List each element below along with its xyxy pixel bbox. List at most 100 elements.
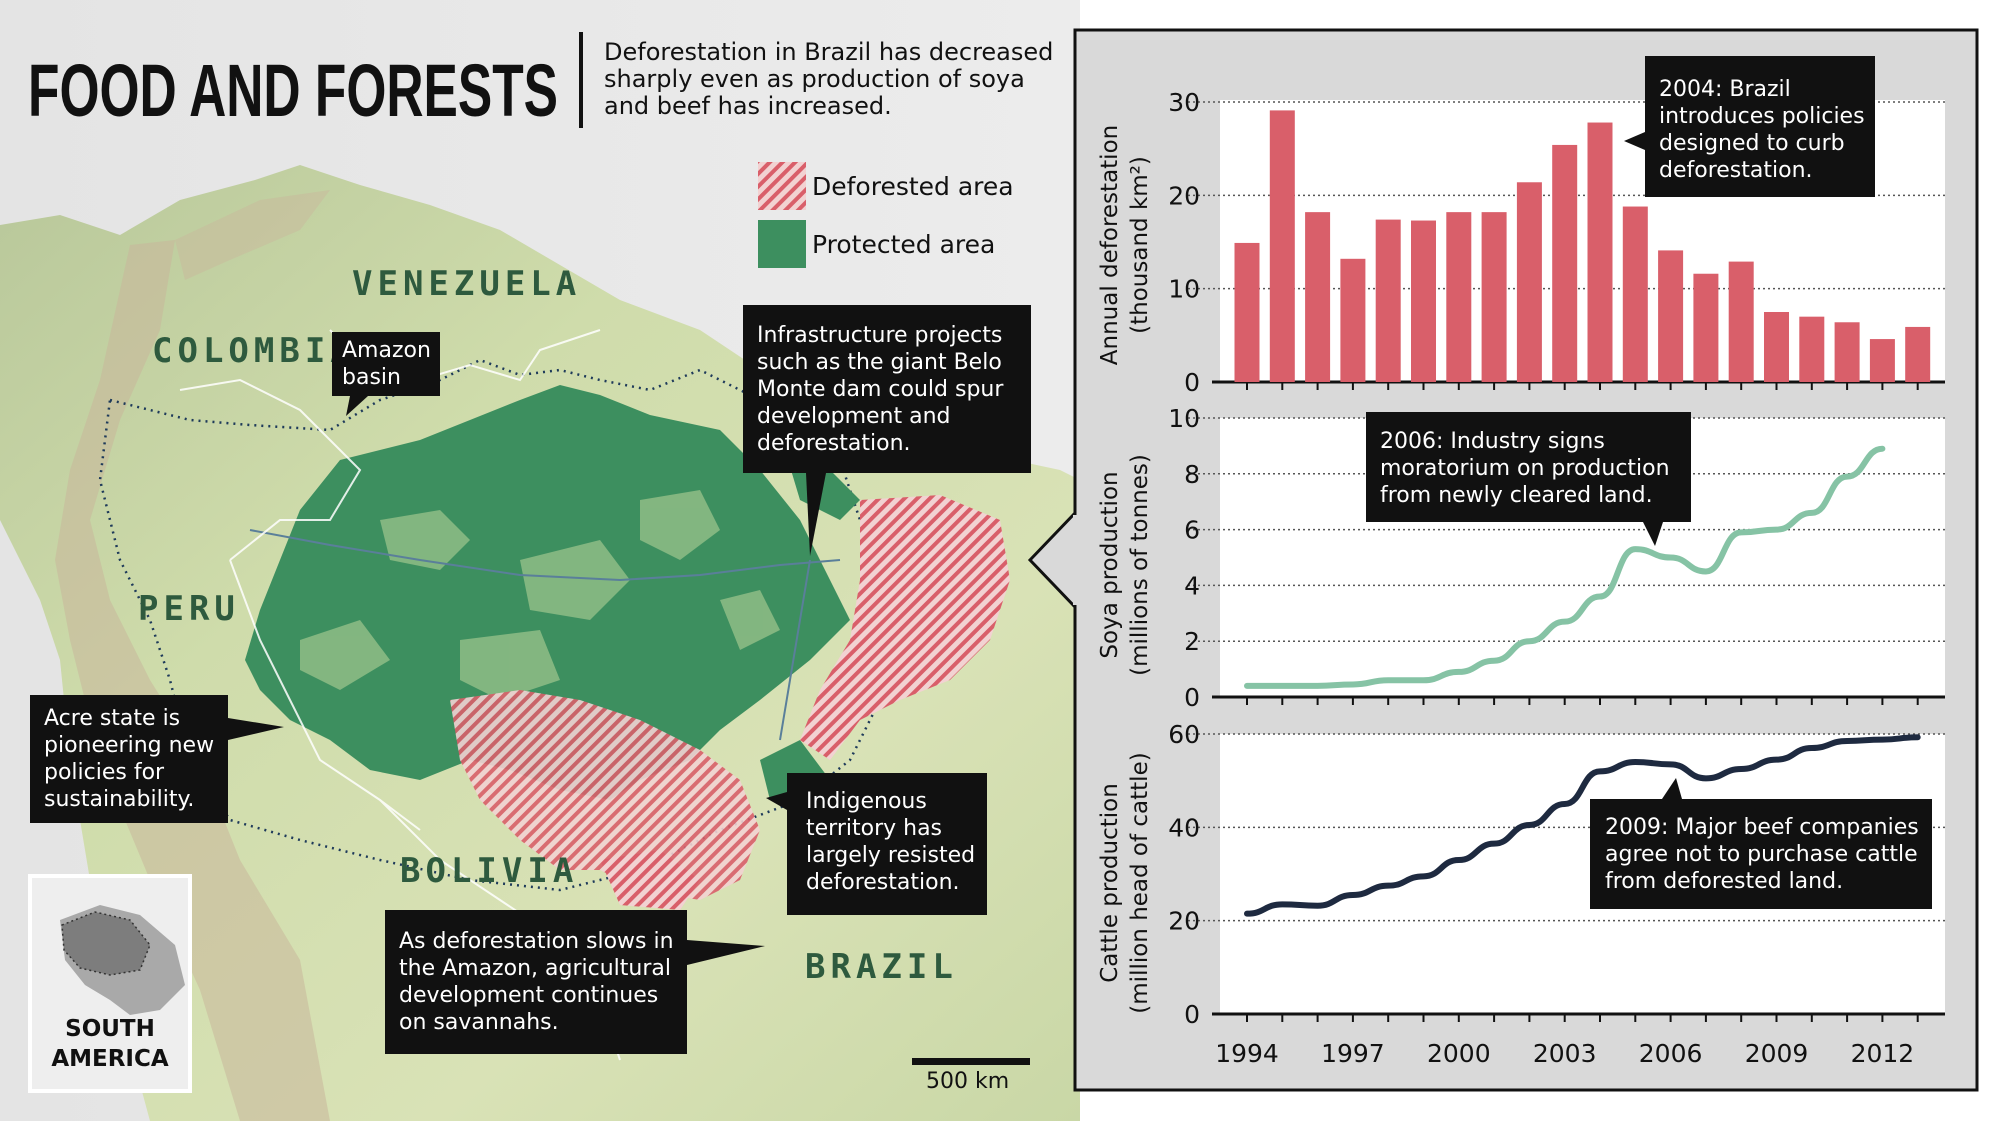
deforested-areas [450,495,1010,910]
chart-soya: 0 2 4 6 8 10 [1168,404,1945,712]
y-tick-label: 2 [1184,627,1200,656]
bar-1997 [1340,258,1366,382]
soya-series-line [1244,445,1886,689]
y-axis-title-cattle-line2: (million head of cattle) [1127,752,1153,1013]
y-tick-label: 20 [1168,907,1200,936]
callout-line: on savannahs. [399,1010,559,1035]
callout-line: development continues [399,983,658,1008]
river [249,529,841,582]
annotation-line: 2006: Industry signs [1380,429,1605,454]
annotation-line: agree not to purchase cattle [1605,842,1918,867]
y-tick-label: 4 [1184,571,1200,600]
x-tick-label: 2003 [1533,1039,1597,1068]
andes-relief [55,240,330,1121]
inset-amazon-region [61,911,151,976]
callout-line: deforestation. [806,870,960,895]
annotation-2004: 2004: Brazil introduces policies designe… [1624,56,1875,197]
non-protected-forest [300,490,780,700]
bar-2011 [1834,322,1860,382]
country-label-bolivia: BOLIVIA [400,851,578,891]
callout-savannahs: As deforestation slows in the Amazon, ag… [385,910,765,1054]
annotation-line: deforestation. [1659,158,1813,183]
inset-label: AMERICA [51,1046,169,1072]
y-tick-label: 6 [1184,516,1200,545]
bar-2002 [1516,182,1542,382]
bar-1998 [1375,219,1401,382]
y-tick-label: 0 [1184,683,1200,712]
annotation-2006: 2006: Industry signs moratorium on produ… [1366,412,1691,546]
y-axis-title-deforestation-line1: Annual deforestation [1097,125,1123,365]
y-axis-title-cattle-line1: Cattle production [1097,783,1123,983]
callout-line: territory has [806,816,942,841]
y-axis-title-soya-line1: Soya production [1097,471,1123,658]
bar-2009 [1764,312,1789,382]
annotation-line: from deforested land. [1605,869,1843,894]
bar-2001 [1481,212,1507,382]
callout-line: the Amazon, agricultural [399,956,671,981]
callout-line: Monte dam could spur [757,377,1004,402]
annotation-line: moratorium on production [1380,456,1670,481]
x-tick-label: 1994 [1215,1039,1279,1068]
callout-amazon-basin: Amazon basin [332,332,440,416]
y-tick-label: 20 [1168,181,1200,210]
inset-label: SOUTH [65,1016,155,1042]
bar-2000 [1446,212,1472,382]
callout-line: Acre state is [44,706,180,731]
callout-line: largely resisted [806,843,975,868]
bar-2008 [1728,261,1754,382]
bar-1999 [1411,220,1436,382]
y-tick-label: 10 [1168,404,1200,433]
x-tick-label: 2012 [1851,1039,1915,1068]
subtitle: Deforestation in Brazil has decreased sh… [604,38,1053,120]
x-tick-label: 1997 [1321,1039,1385,1068]
shared-x-axis: 1994 1997 2000 2003 2006 2009 2012 [1215,1039,1914,1068]
y-tick-label: 10 [1168,275,1200,304]
river-belo-monte [779,559,811,741]
country-label-peru: PERU [138,589,240,629]
subtitle-line: Deforestation in Brazil has decreased [604,38,1053,66]
bar-2012 [1869,339,1895,382]
y-axis-title-soya-line2: (millions of tonnes) [1127,454,1153,676]
annotation-line: 2004: Brazil [1659,77,1791,102]
title-divider [579,32,583,128]
subtitle-line: and beef has increased. [604,92,892,120]
callout-line: sustainability. [44,787,194,812]
scale-label: 500 km [926,1069,1009,1094]
callout-line: Infrastructure projects [757,323,1002,348]
bar-2007 [1693,273,1719,382]
scale-bar [912,1058,1030,1065]
callout-infrastructure: Infrastructure projects such as the gian… [743,305,1031,556]
callout-indigenous: Indigenous territory has largely resiste… [766,773,987,915]
callout-line: basin [342,365,401,390]
bar-2010 [1799,316,1825,382]
country-label-colombia: COLOMBIA [152,331,356,371]
bar-2003 [1552,144,1578,382]
country-label-brazil: BRAZIL [805,947,958,987]
x-tick-label: 2006 [1639,1039,1703,1068]
annotation-line: designed to curb [1659,131,1845,156]
callout-line: policies for [44,760,165,785]
legend-swatch-protected [758,220,806,268]
y-tick-label: 60 [1168,720,1200,749]
callout-line: Amazon [342,338,431,363]
annotation-2009: 2009: Major beef companies agree not to … [1590,778,1932,909]
y-tick-label: 40 [1168,813,1200,842]
y-axis-title-deforestation-line2: (thousand km²) [1127,156,1153,334]
y-tick-label: 8 [1184,460,1200,489]
annotation-line: introduces policies [1659,104,1865,129]
callout-line: pioneering new [44,733,214,758]
legend-swatch-deforested [758,162,806,210]
y-tick-label: 0 [1184,1000,1200,1029]
country-label-venezuela: VENEZUELA [352,264,581,304]
inset-map: SOUTH AMERICA [28,874,192,1093]
callout-line: deforestation. [757,431,911,456]
y-tick-label: 0 [1184,368,1200,397]
callout-acre: Acre state is pioneering new policies fo… [30,695,284,823]
legend-label-deforested: Deforested area [812,172,1014,201]
bar-1996 [1305,212,1331,382]
bar-1995 [1269,110,1295,383]
legend-label-protected: Protected area [812,230,995,259]
cattle-series-line [1244,734,1921,917]
bar-2004 [1587,122,1613,383]
